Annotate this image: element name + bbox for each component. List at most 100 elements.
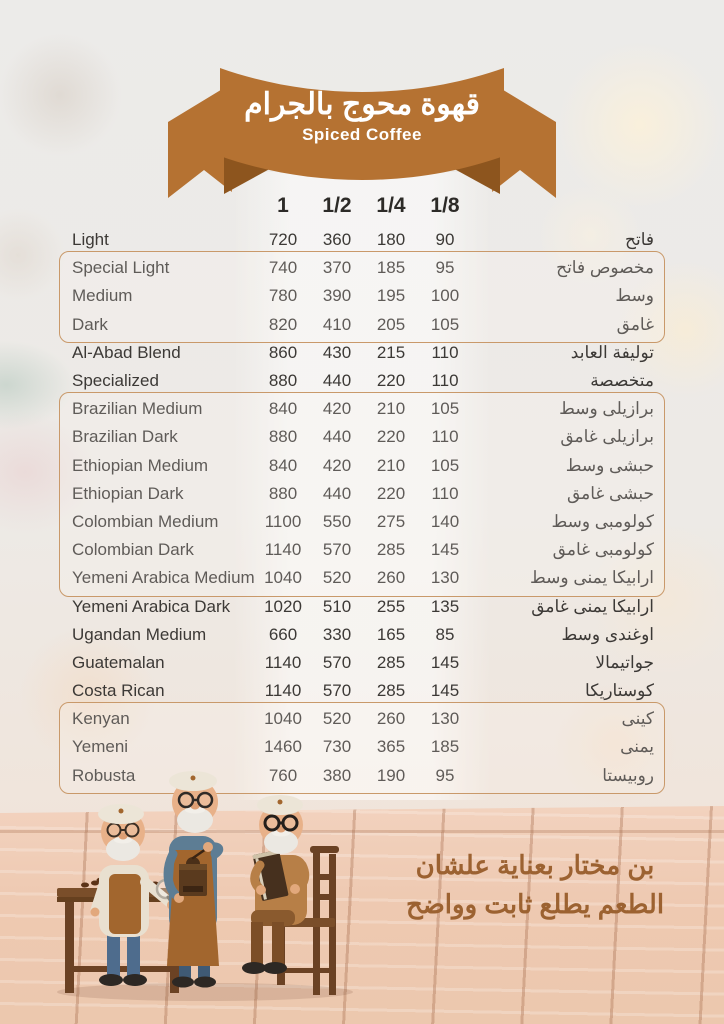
price-cell: 105 (430, 455, 460, 475)
table-row: Robusta 760 380 190 95 روبيستا (62, 762, 662, 790)
price-table: 1 1/2 1/4 1/8 Light 720 360 180 90 فاتح Special L… (59, 186, 665, 794)
price-cell: 730 (322, 737, 352, 757)
footer-slogan-line2: الطعم يطلع ثابت وواضح (405, 889, 665, 919)
price-cell: 740 (268, 258, 298, 278)
table-row: Ethiopian Dark 880 440 220 110 حبشى غامق (62, 480, 662, 508)
footer-slogan-line1: بن مختار بعناية علشان (415, 850, 655, 880)
price-cell: 410 (322, 314, 352, 334)
footer-slogan: بن مختار بعناية علشان الطعم يطلع ثابت وو… (360, 846, 710, 924)
table-row: Colombian Medium 1100 550 275 140 كولومبى وسط (62, 508, 662, 536)
figurine-reader-elder (242, 795, 339, 995)
figurine-grinder-elder (163, 771, 224, 988)
table-row: Brazilian Dark 880 440 220 110 برازيلى غامق (62, 423, 662, 451)
item-name-en: Yemeni Arabica Dark (72, 596, 231, 616)
banner-title-english: Spiced Coffee (302, 125, 422, 144)
price-cell: 190 (376, 765, 406, 785)
item-name-en: Light (72, 230, 109, 250)
price-cell: 820 (268, 314, 298, 334)
price-cell: 720 (268, 230, 298, 250)
table-row: Special Light 740 370 185 95 مخصوص فاتح (62, 254, 662, 282)
table-row: Colombian Dark 1140 570 285 145 كولومبى غامق (62, 536, 662, 564)
beret-icon (98, 804, 144, 824)
item-name-en: Kenyan (72, 709, 130, 729)
item-name-ar: حبشى وسط (565, 455, 654, 475)
item-name-en: Brazilian Medium (72, 399, 203, 419)
item-name-ar: برازيلى غامق (560, 427, 654, 447)
table-row: Specialized 880 440 220 110 متخصصة (62, 367, 662, 395)
elders-figurines-illustration (57, 771, 353, 1001)
price-cell: 220 (376, 371, 406, 391)
price-cell: 440 (322, 483, 352, 503)
price-cell: 95 (435, 765, 455, 785)
item-name-en: Colombian Medium (72, 511, 219, 531)
ribbon-right-tail (492, 88, 556, 198)
table-row: Yemeni 1460 730 365 185 يمنى (62, 733, 662, 761)
price-cell: 550 (322, 511, 352, 531)
glasses-icon (177, 791, 214, 809)
price-cell: 210 (376, 455, 406, 475)
price-cell: 135 (430, 596, 460, 616)
price-cell: 360 (322, 230, 352, 250)
price-cell: 430 (322, 342, 352, 362)
price-cell: 85 (435, 624, 455, 644)
price-cell: 260 (376, 568, 406, 588)
item-name-en: Special Light (72, 258, 170, 278)
price-cell: 520 (322, 709, 352, 729)
item-name-ar: توليفة العابد (570, 342, 654, 362)
price-cell: 570 (322, 540, 352, 560)
table-row: Yemeni Arabica Dark 1020 510 255 135 ارابيكا … (62, 592, 662, 620)
price-cell: 330 (322, 624, 352, 644)
item-name-ar: فاتح (624, 230, 654, 250)
item-name-en: Yemeni Arabica Medium (72, 568, 255, 588)
price-cell: 110 (431, 427, 459, 447)
item-name-ar: يمنى (620, 737, 654, 757)
price-cell: 380 (322, 765, 352, 785)
table-row: Brazilian Medium 840 420 210 105 برازيلى وسط (62, 395, 662, 423)
price-cell: 880 (268, 483, 298, 503)
item-name-en: Ugandan Medium (72, 624, 207, 644)
price-cell: 145 (430, 540, 460, 560)
price-cell: 260 (376, 709, 406, 729)
price-cell: 760 (268, 765, 298, 785)
item-name-ar: وسط (615, 286, 654, 306)
price-cell: 520 (322, 568, 352, 588)
item-name-en: Specialized (72, 371, 159, 391)
price-cell: 105 (430, 314, 460, 334)
title-ribbon: قهوة محوج بالجرام Spiced Coffee (160, 62, 564, 202)
price-cell: 840 (268, 399, 298, 419)
price-cell: 275 (376, 511, 406, 531)
price-cell: 185 (430, 737, 460, 757)
price-cell: 860 (268, 342, 298, 362)
price-cell: 510 (322, 596, 352, 616)
price-cell: 130 (430, 709, 460, 729)
price-cell: 145 (430, 652, 460, 672)
price-cell: 145 (430, 681, 460, 701)
price-cell: 285 (376, 652, 406, 672)
item-name-ar: غامق (616, 314, 654, 334)
banner-title-arabic: قهوة محوج بالجرام (244, 88, 480, 121)
item-name-en: Brazilian Dark (72, 427, 178, 447)
item-name-ar: متخصصة (590, 371, 654, 391)
price-cell: 420 (322, 399, 352, 419)
price-cell: 840 (268, 455, 298, 475)
item-name-ar: اوغندى وسط (561, 624, 655, 644)
price-cell: 210 (376, 399, 406, 419)
item-name-en: Dark (72, 314, 108, 334)
price-cell: 105 (430, 399, 460, 419)
price-cell: 285 (376, 681, 406, 701)
table-row: Light 720 360 180 90 فاتح (62, 226, 662, 254)
column-header: 1/4 (376, 194, 406, 217)
item-name-ar: ارابيكا يمنى وسط (530, 568, 654, 588)
ribbon-banner-graphic (168, 68, 556, 198)
table-row: Ethiopian Medium 840 420 210 105 حبشى وسط (62, 452, 662, 480)
item-name-en: Colombian Dark (72, 540, 194, 560)
price-cell: 100 (430, 286, 460, 306)
price-cell: 420 (322, 455, 352, 475)
price-cell: 195 (376, 286, 406, 306)
price-cell: 130 (430, 568, 460, 588)
price-cell: 140 (430, 511, 460, 531)
figurine-bean-sorter-elder (90, 804, 177, 986)
beret-icon (169, 771, 217, 791)
column-header: 1/8 (430, 194, 460, 217)
